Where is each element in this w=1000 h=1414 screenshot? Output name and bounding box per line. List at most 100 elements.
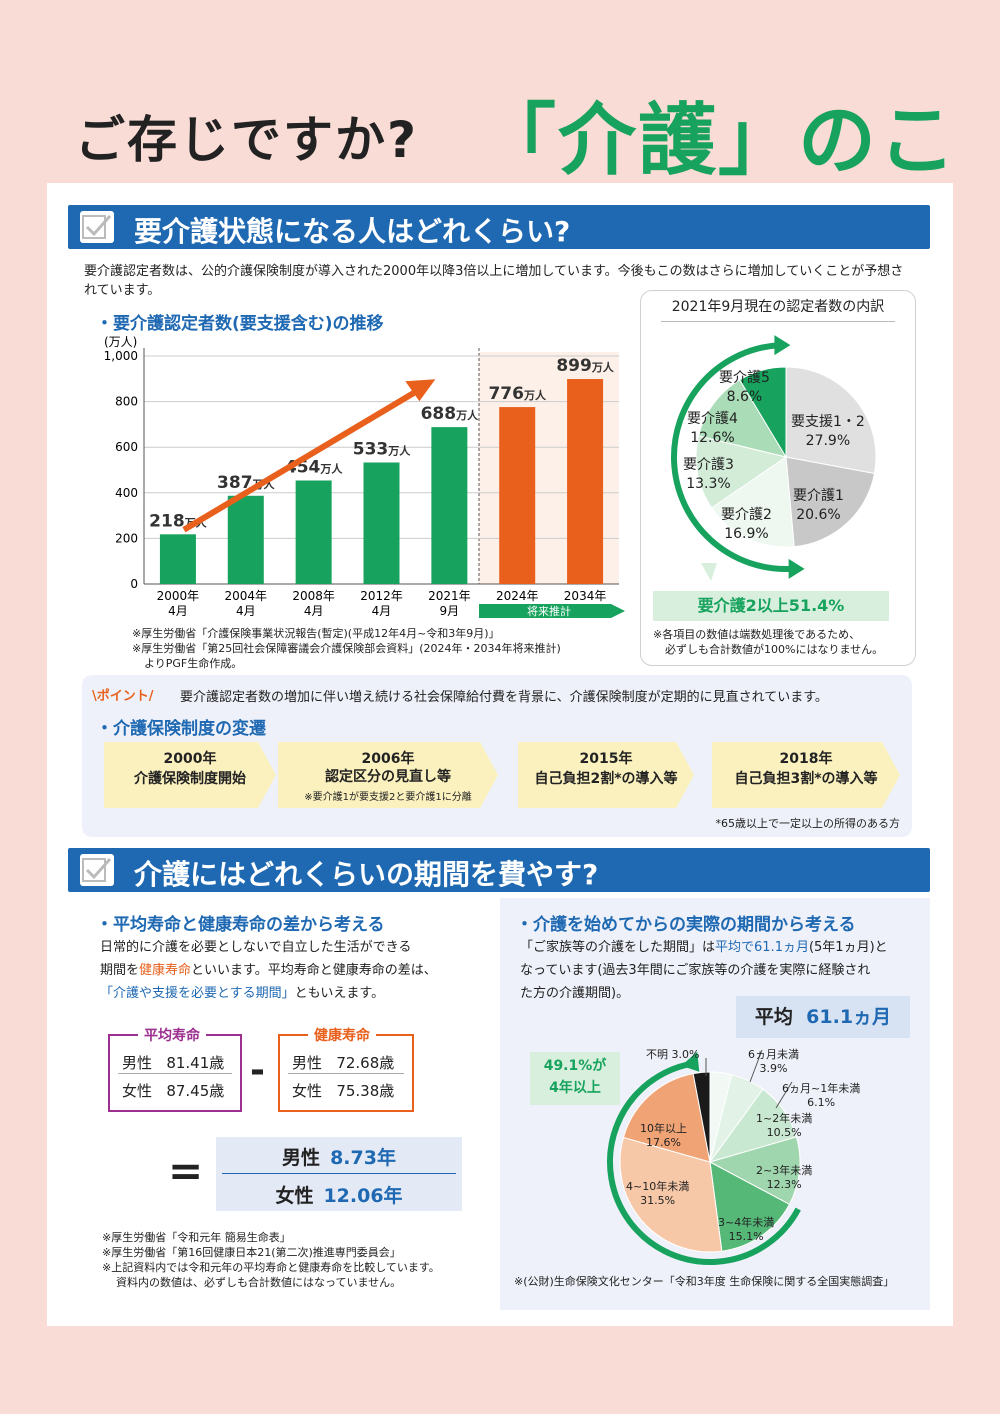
x-tick-label: 2004年 xyxy=(225,589,268,603)
bar xyxy=(227,495,264,584)
title-part1: ご存じですか? xyxy=(75,111,419,169)
pie-label-kaigo5: 要介護5 8.6% xyxy=(719,370,770,405)
trend-arrow-shaft xyxy=(182,384,425,533)
chart-notes: ※厚生労働省「介護保険事業状況報告(暫定)(平成12年4月~令和3年9月)」 ※… xyxy=(132,626,632,671)
step-year: 2018年 xyxy=(779,751,833,767)
checkbox-icon xyxy=(80,854,114,886)
y-tick-label: 600 xyxy=(115,440,138,454)
pie-slice xyxy=(709,1161,791,1252)
pie2-label-3-4y: 3~4年未満 15.1% xyxy=(718,1216,775,1243)
history-step: 2000年 介護保険制度開始 xyxy=(104,742,276,808)
x-tick-label: 2034年 xyxy=(564,589,607,603)
y-tick-label: 1,000 xyxy=(104,349,138,363)
y-axis-unit: (万人) xyxy=(104,335,137,349)
leader-line xyxy=(749,1049,763,1083)
trend-arrow-head xyxy=(405,379,436,402)
pie2-label-4-10y: 4~10年未満 31.5% xyxy=(626,1180,690,1207)
pie2-label-1-2y: 1~2年未満 10.5% xyxy=(756,1112,813,1139)
right-text: 「ご家族等の介護をした期間」は平均で61.1ヵ月(5年1ヵ月)と なっています(… xyxy=(520,940,888,1001)
arc-arrow-head xyxy=(788,558,805,579)
avg-life-title: 平均寿命 xyxy=(138,1025,206,1045)
step-desc: 自己負担2割*の導入等 xyxy=(534,771,678,787)
bar-value-label: 899万人 xyxy=(556,356,614,376)
bar-value-label: 776万人 xyxy=(488,384,546,404)
x-tick-label: 4月 xyxy=(304,604,324,618)
pie-title: 2021年9月現在の認定者数の内訳 xyxy=(671,299,885,315)
left-subtitle: ・平均寿命と健康寿命の差から考える xyxy=(96,915,385,935)
x-tick-label: 2000年 xyxy=(157,589,200,603)
highlight-arc xyxy=(671,342,791,572)
x-tick-label: 4月 xyxy=(372,604,392,618)
section2-header: 介護にはどれくらいの期間を費やす? xyxy=(68,848,930,892)
pie-slice xyxy=(697,379,788,458)
pie-slice xyxy=(710,456,795,548)
result-box: 男性 8.73年 女性 12.06年 xyxy=(216,1137,462,1211)
pie2-label-unknown: 不明 3.0% xyxy=(646,1048,700,1061)
x-tick-label: 2021年 xyxy=(428,589,471,603)
step-year: 2006年 xyxy=(361,751,415,767)
healthy-life-box: 健康寿命 男性 72.68歳 女性 75.38歳 xyxy=(278,1025,414,1112)
care-level-pie-chart xyxy=(671,335,877,581)
bar xyxy=(567,379,604,584)
history-step: 2006年 認定区分の見直し等 ※要介護1が要支援2と要介護1に分離 xyxy=(278,742,498,808)
healthy-life-title: 健康寿命 xyxy=(308,1025,376,1045)
pie-slice xyxy=(708,1136,801,1206)
page-title: ご存じですか? 「介護」のこと xyxy=(0,70,1000,298)
highlight-arc xyxy=(607,1060,801,1265)
point-badge: \ポイント/ xyxy=(92,689,154,704)
section2-title: 介護にはどれくらいの期間を費やす? xyxy=(134,858,599,891)
bar xyxy=(431,427,468,584)
pie-label-kaigo1: 要介護1 20.6% xyxy=(793,488,844,523)
point-text: 要介護認定者数の増加に伴い増え続ける社会保障給付費を背景に、介護保険制度が定期的… xyxy=(180,690,828,705)
chart-note: よりPGF生命作成。 xyxy=(144,657,243,670)
care-recipients-bar-chart: 02004006008001,000(万人)218万人2000年4月387万人2… xyxy=(104,335,625,618)
leader-line xyxy=(775,1081,793,1109)
left-text: 日常的に介護を必要としないで自立した生活ができる 期間を健康寿命といいます。平均… xyxy=(100,940,437,1001)
pie-note: ※各項目の数値は端数処理後であるため、 必ずしも合計数値が100%にはなりません… xyxy=(653,628,884,656)
step-desc: 認定区分の見直し等 xyxy=(325,769,451,785)
pie-slice xyxy=(622,1073,711,1163)
right-note: ※(公財)生命保険文化センター「令和3年度 生命保険に関する全国実態調査」 xyxy=(514,1275,895,1288)
bar-value-label: 688万人 xyxy=(421,404,479,424)
y-tick-label: 400 xyxy=(115,486,138,500)
pie-slice xyxy=(619,1136,723,1253)
care-period-pie-chart xyxy=(607,1049,801,1265)
pie2-label-2-3y: 2~3年未満 12.3% xyxy=(756,1164,813,1191)
bar-value-label: 533万人 xyxy=(353,439,411,459)
bar xyxy=(295,480,332,584)
checkbox-icon xyxy=(80,211,114,243)
x-tick-label: 9月 xyxy=(440,604,460,618)
pie-label-kaigo2: 要介護2 16.9% xyxy=(721,507,772,542)
avg-period-badge: 平均 61.1ヵ月 xyxy=(736,996,910,1038)
step-desc: 自己負担3割*の導入等 xyxy=(734,771,878,787)
minus-sign: - xyxy=(250,1050,265,1091)
chart-note: ※厚生労働省「介護保険事業状況報告(暫定)(平成12年4月~令和3年9月)」 xyxy=(132,627,500,640)
left-notes: ※厚生労働省「令和元年 簡易生命表」 ※厚生労働省「第16回健康日本21(第二次… xyxy=(102,1231,440,1289)
pie2-label-10y: 10年以上 17.6% xyxy=(640,1122,687,1149)
pie-label-kaigo4: 要介護4 12.6% xyxy=(687,411,738,446)
step-year: 2000年 xyxy=(163,751,217,767)
bar xyxy=(499,407,536,584)
pie-slice xyxy=(785,456,876,548)
section1-header: 要介護状態になる人はどれくらい? xyxy=(68,205,930,249)
bar xyxy=(363,462,400,584)
chart-note: ※厚生労働省「第25回社会保障審議会介護保険部会資料」(2024年・2034年将… xyxy=(132,642,561,655)
section1-intro: 要介護認定者数は、公的介護保険制度が導入された2000年以降3倍以上に増加してい… xyxy=(84,264,904,298)
pie-slice xyxy=(695,435,788,509)
x-tick-label: 2024年 xyxy=(496,589,539,603)
x-tick-label: 4月 xyxy=(236,604,256,618)
right-subtitle: ・介護を始めてからの実際の期間から考える xyxy=(516,915,856,935)
history-title: ・介護保険制度の変遷 xyxy=(96,719,266,739)
section1-title: 要介護状態になる人はどれくらい? xyxy=(134,215,571,248)
pie2-label-6m: 6ヵ月未満 3.9% xyxy=(748,1048,799,1075)
result-male: 男性 8.73年 xyxy=(282,1147,396,1169)
arc-arrow-head xyxy=(681,1051,700,1072)
history-step: 2018年自己負担3割*の導入等 xyxy=(712,742,900,808)
arc-arrow-head xyxy=(774,335,791,356)
pie2-label-6m-1y: 6ヵ月~1年未満 6.1% xyxy=(782,1082,861,1109)
pie-slice xyxy=(785,366,877,475)
highlight-badge: 要介護2以上51.4% xyxy=(653,591,889,621)
period-highlight-badge: 49.1%が 4年以上 xyxy=(530,1052,620,1105)
avg-life-box: 平均寿命 男性 81.41歳 女性 87.45歳 xyxy=(108,1025,242,1112)
y-tick-label: 200 xyxy=(115,531,138,545)
